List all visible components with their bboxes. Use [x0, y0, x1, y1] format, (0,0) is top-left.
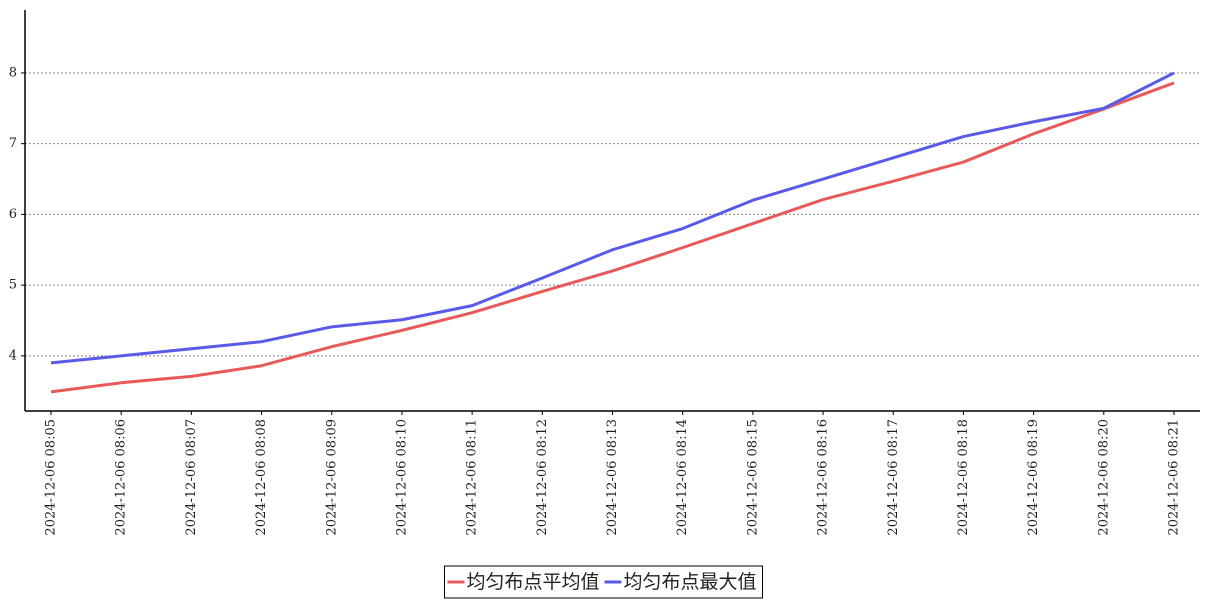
x-tick-label: 2024-12-06 08:12	[535, 419, 550, 536]
x-tick-label: 2024-12-06 08:09	[324, 419, 339, 536]
y-tick-label: 7	[9, 136, 17, 151]
x-tick-label: 2024-12-06 08:20	[1096, 419, 1111, 536]
x-tick-label: 2024-12-06 08:05	[44, 419, 59, 536]
y-tick-label: 6	[9, 207, 17, 222]
x-tick-label: 2024-12-06 08:15	[745, 419, 760, 536]
legend-label: 均匀布点最大值	[624, 571, 757, 593]
x-tick-label: 2024-12-06 08:16	[816, 419, 831, 536]
y-tick-label: 5	[9, 278, 17, 293]
x-tick-label: 2024-12-06 08:18	[956, 419, 971, 536]
x-tick-label: 2024-12-06 08:10	[394, 419, 409, 536]
series-line	[50, 81, 1175, 394]
legend-label: 均匀布点平均值	[466, 571, 599, 593]
x-tick-label: 2024-12-06 08:06	[114, 419, 129, 536]
y-tick-label: 4	[9, 348, 17, 363]
x-tick-label: 2024-12-06 08:21	[1167, 419, 1182, 536]
x-tick-label: 2024-12-06 08:14	[675, 419, 690, 536]
x-tick-label: 2024-12-06 08:07	[184, 419, 199, 536]
y-tick-label: 8	[9, 65, 17, 80]
legend-box	[443, 565, 764, 599]
legend: 均匀布点平均值 均匀布点最大值	[443, 565, 764, 599]
x-tick-label: 2024-12-06 08:19	[1026, 419, 1041, 536]
x-tick-label: 2024-12-06 08:08	[254, 419, 269, 536]
x-tick-label: 2024-12-06 08:17	[886, 419, 901, 536]
x-tick-label: 2024-12-06 08:11	[465, 419, 480, 536]
series-line	[50, 71, 1175, 365]
x-tick-label: 2024-12-06 08:13	[605, 419, 620, 536]
